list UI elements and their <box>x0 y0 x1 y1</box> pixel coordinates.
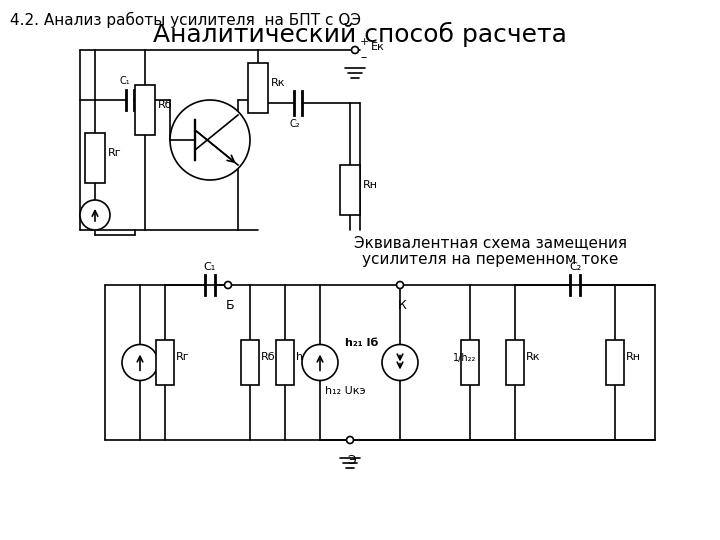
Bar <box>461 340 479 385</box>
Circle shape <box>346 436 354 443</box>
Text: Rб: Rб <box>158 100 173 110</box>
Circle shape <box>170 100 250 180</box>
Circle shape <box>397 281 403 288</box>
Bar <box>248 63 268 113</box>
Text: C₂: C₂ <box>289 119 300 129</box>
Circle shape <box>225 281 232 288</box>
Text: h₁₁: h₁₁ <box>296 353 312 362</box>
Circle shape <box>302 345 338 381</box>
Bar <box>156 340 174 385</box>
Text: h₂₁ Iб: h₂₁ Iб <box>345 338 379 348</box>
Circle shape <box>80 200 110 230</box>
Text: Eк: Eк <box>371 42 384 52</box>
Text: Rг: Rг <box>108 148 122 158</box>
Text: C₂: C₂ <box>569 262 581 272</box>
Text: Эквивалентная схема замещения
усилителя на переменном токе: Эквивалентная схема замещения усилителя … <box>354 235 626 267</box>
Circle shape <box>382 345 418 381</box>
Text: Rк: Rк <box>526 353 541 362</box>
Text: h₁₂ Uкэ: h₁₂ Uкэ <box>325 386 366 395</box>
Text: Rг: Rг <box>176 353 189 362</box>
Text: Э: Э <box>348 454 356 467</box>
Bar <box>276 340 294 385</box>
Text: К: К <box>397 299 406 312</box>
Bar <box>135 85 155 135</box>
Text: Rн: Rн <box>626 353 641 362</box>
Text: Б: Б <box>225 299 234 312</box>
Text: C₁: C₁ <box>204 262 216 272</box>
Text: Rб: Rб <box>261 353 276 362</box>
Circle shape <box>122 345 158 381</box>
Bar <box>606 340 624 385</box>
Text: +: + <box>360 37 369 47</box>
Text: Rк: Rк <box>271 78 286 88</box>
Bar <box>340 165 360 215</box>
Circle shape <box>351 46 359 53</box>
Bar <box>506 340 524 385</box>
Bar <box>85 133 105 183</box>
Text: Аналитический способ расчета: Аналитический способ расчета <box>153 22 567 47</box>
Text: Rн: Rн <box>363 180 378 190</box>
Bar <box>241 340 259 385</box>
Text: C₁: C₁ <box>120 76 130 86</box>
Text: 1/h₂₂: 1/h₂₂ <box>454 353 477 362</box>
Text: 4.2. Анализ работы усилителя  на БПТ с ОЭ: 4.2. Анализ работы усилителя на БПТ с ОЭ <box>10 12 361 28</box>
Text: –: – <box>360 51 366 64</box>
